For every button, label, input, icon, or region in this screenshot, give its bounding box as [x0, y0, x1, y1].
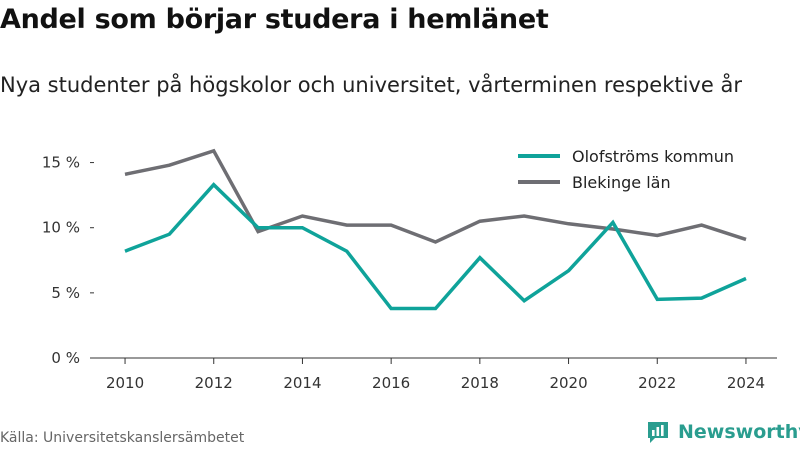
brand-name: Newsworthy [678, 421, 800, 443]
x-tick-label: 2020 [549, 374, 587, 392]
series-line-blekinge [124, 148, 747, 244]
legend: Olofströms kommun Blekinge län [508, 140, 766, 200]
x-tick-label: 2018 [461, 374, 499, 392]
legend-label: Blekinge län [572, 173, 671, 192]
chart-title: Andel som börjar studera i hemlänet [0, 4, 549, 35]
source-note: Källa: Universitetskanslersämbetet [0, 430, 245, 446]
axes-group: 0 % 5 % 10 % 15 % 2010 2012 2014 2016 2018 2020 20… [42, 154, 777, 392]
legend-label: Olofströms kommun [572, 147, 734, 166]
chart-subtitle: Nya studenter på högskolor och universit… [0, 73, 742, 97]
x-tick-label: 2022 [638, 374, 676, 392]
series-line-olofstrom [124, 182, 747, 311]
y-tick-label: 10 % [42, 219, 80, 237]
y-tick-label: 0 % [51, 349, 80, 367]
newsworthy-logo-icon [648, 422, 668, 443]
y-tick-label: 5 % [51, 284, 80, 302]
x-tick-label: 2024 [727, 374, 765, 392]
y-tick-label: 15 % [42, 154, 80, 172]
x-tick-label: 2012 [195, 374, 233, 392]
x-tick-label: 2010 [106, 374, 144, 392]
series-lines [124, 148, 747, 311]
x-tick-label: 2016 [372, 374, 410, 392]
x-tick-label: 2014 [283, 374, 321, 392]
legend-box [508, 140, 766, 200]
brand-logo: Newsworthy [645, 419, 800, 445]
